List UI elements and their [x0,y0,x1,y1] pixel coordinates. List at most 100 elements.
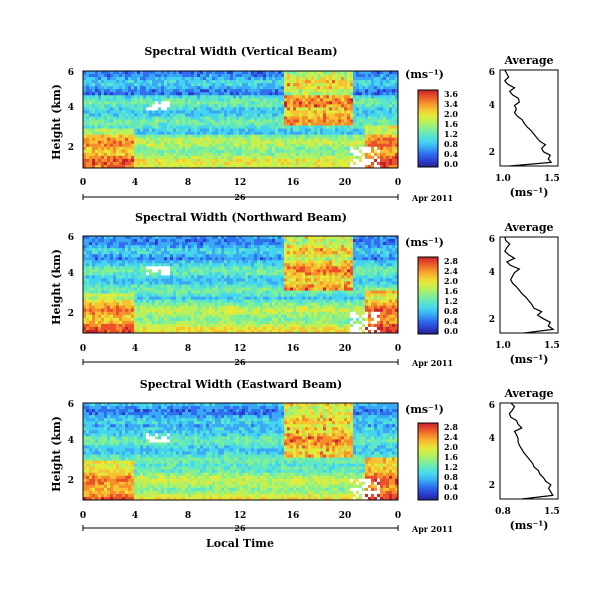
heatmap-cell [368,131,372,136]
heatmap-cell [230,272,234,276]
heatmap-cell [212,293,216,298]
heatmap-cell [248,137,252,142]
heatmap-cell [317,152,321,157]
heatmap-cell [347,107,351,111]
heatmap-cell [92,263,96,267]
heatmap-cell [236,134,240,139]
heatmap-cell [212,272,216,276]
heatmap-cell [257,71,261,75]
heatmap-cell [107,245,111,249]
heatmap-cell [107,83,111,87]
heatmap-cell [149,119,153,123]
heatmap-cell [266,125,270,129]
heatmap-cell [248,92,252,96]
heatmap-cell [134,164,138,169]
heatmap-cell [155,95,159,99]
heatmap-cell [236,125,240,129]
heatmap-cell [284,161,288,166]
heatmap-cell [392,143,396,148]
heatmap-cell [200,152,204,157]
heatmap-cell [176,104,180,108]
heatmap-cell [224,284,228,288]
heatmap-cell [326,77,330,81]
heatmap-cell [152,251,156,255]
heatmap-cell [395,71,399,75]
heatmap-cell [128,317,132,322]
heatmap-cell [206,149,210,154]
heatmap-cell [131,236,135,240]
heatmap-cell [344,155,348,160]
heatmap-cell [113,125,117,129]
heatmap-cell [191,110,195,114]
heatmap-cell [149,290,153,294]
heatmap-cell [224,98,228,102]
heatmap-cell [179,299,183,304]
heatmap-cell [203,119,207,123]
heatmap-cell [197,284,201,288]
heatmap-cell [119,239,123,243]
heatmap-cell [368,158,372,163]
heatmap-cell [296,119,300,123]
heatmap-cell [137,164,141,169]
heatmap-cell [119,161,123,166]
heatmap-cell [95,323,99,328]
heatmap-cell [290,71,294,75]
heatmap-cell [200,131,204,136]
heatmap-cell [215,119,219,123]
heatmap-cell [203,95,207,99]
heatmap-cell [278,104,282,108]
heatmap-cell [227,161,231,166]
heatmap-cell [227,107,231,111]
heatmap-cell [143,287,147,291]
heatmap-cell [395,95,399,99]
heatmap-cell [179,311,183,316]
heatmap-cell [191,71,195,75]
heatmap-cell [98,260,102,264]
heatmap-cell [86,302,90,307]
heatmap-cell [218,77,222,81]
heatmap-cell [332,161,336,166]
heatmap-cell [176,149,180,154]
heatmap-cell [359,71,363,75]
heatmap-cell [311,98,315,102]
heatmap-cell [314,71,318,75]
heatmap-cell [272,86,276,90]
heatmap-cell [293,128,297,133]
heatmap-cell [161,134,165,139]
heatmap-cell [110,77,114,81]
heatmap-cell [110,71,114,75]
heatmap-cell [323,104,327,108]
heatmap-cell [323,83,327,87]
heatmap-cell [233,140,237,145]
heatmap-cell [188,83,192,87]
heatmap-cell [173,104,177,108]
heatmap-cell [362,107,366,111]
heatmap-cell [212,95,216,99]
heatmap-cell [188,152,192,157]
heatmap-cell [149,257,153,261]
heatmap-cell [86,131,90,136]
heatmap-cell [194,287,198,291]
heatmap-cell [158,275,162,279]
heatmap-cell [170,299,174,304]
heatmap-cell [95,101,99,105]
heatmap-cell [248,110,252,114]
heatmap-cell [191,131,195,136]
heatmap-cell [305,107,309,111]
heatmap-cell [128,71,132,75]
heatmap-cell [206,263,210,267]
heatmap-cell [155,161,159,166]
heatmap-cell [245,71,249,75]
heatmap-cell [305,149,309,154]
heatmap-cell [122,152,126,157]
heatmap-cell [185,311,189,316]
heatmap-cell [176,74,180,78]
heatmap-cell [314,110,318,114]
heatmap-cell [395,74,399,78]
heatmap-cell [95,83,99,87]
heatmap-cell [134,125,138,129]
heatmap-cell [302,137,306,142]
heatmap-cell [383,101,387,105]
heatmap-cell [158,143,162,148]
heatmap-cell [278,110,282,114]
